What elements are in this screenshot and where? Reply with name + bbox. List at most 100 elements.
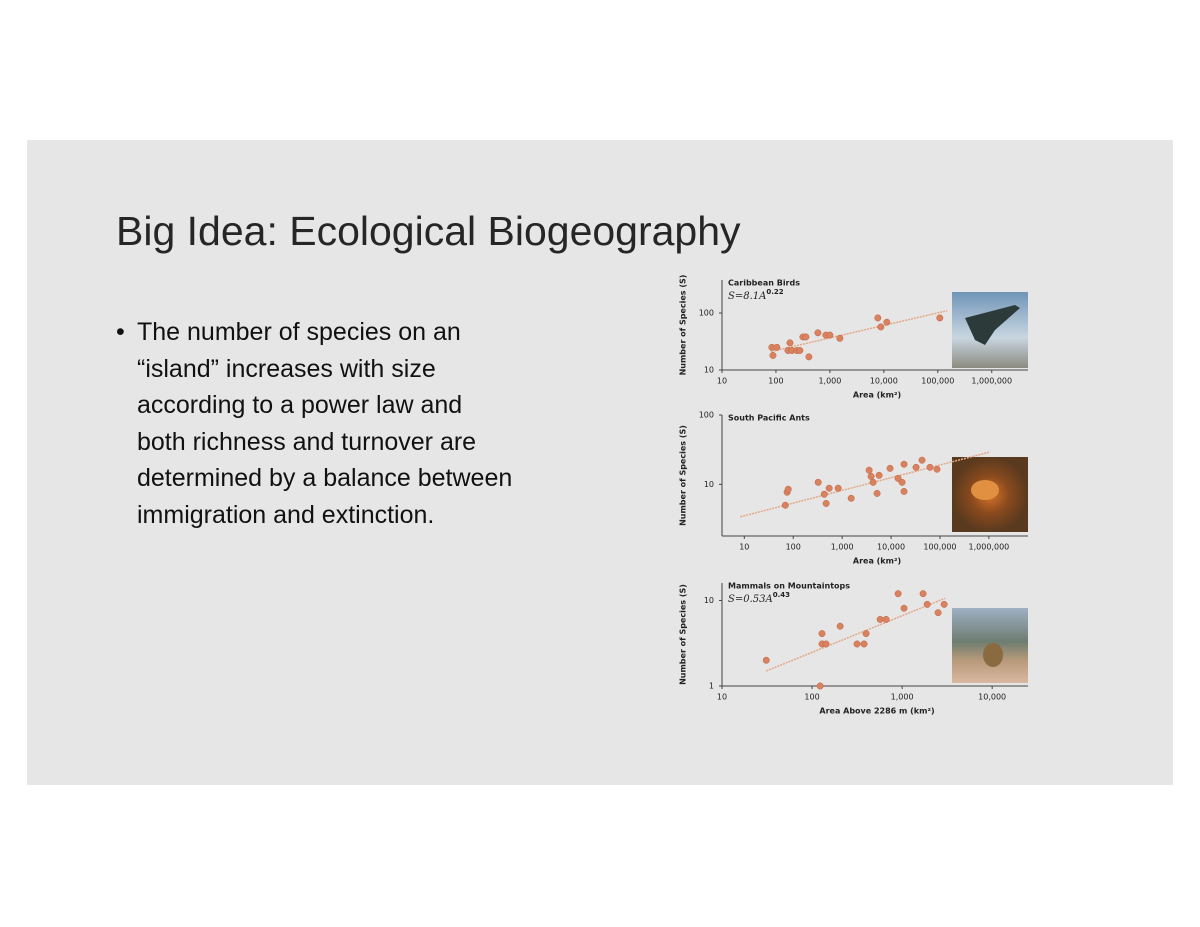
trend-line (740, 451, 990, 518)
x-tick-label: 100 (768, 377, 783, 386)
equation: S=0.53A0.43 (728, 591, 790, 605)
x-tick-label: 100,000 (921, 377, 954, 386)
x-tick-label: 1,000 (891, 693, 914, 702)
point (886, 464, 894, 472)
point (814, 478, 822, 486)
x-tick-label: 1,000,000 (969, 543, 1010, 552)
equation-base: S=8.1A (728, 291, 766, 302)
x-tick-label: 10,000 (877, 543, 905, 552)
point (853, 640, 861, 648)
pika-shape (983, 643, 1003, 667)
point (784, 485, 792, 493)
point (900, 488, 908, 495)
x-tick-label: 10 (717, 693, 727, 702)
point (875, 471, 883, 479)
point (883, 318, 891, 326)
point (865, 466, 873, 474)
y-tick-label: 10 (704, 366, 714, 375)
y-tick-label: 100 (699, 309, 714, 318)
bullet-line: determined by a balance between (137, 464, 513, 493)
point (769, 352, 777, 359)
point (900, 460, 908, 468)
y-tick-label: 10 (704, 596, 714, 605)
bullet-text: The number of species on an “island” incr… (137, 314, 512, 534)
point (818, 630, 826, 638)
point (919, 590, 927, 598)
y-tick-label: 10 (704, 480, 714, 489)
x-tick-label: 1,000 (831, 543, 854, 552)
point (860, 640, 868, 648)
chart-title: Mammals on Mountaintops (728, 582, 850, 591)
point (869, 478, 877, 486)
point (874, 314, 882, 322)
y-axis-label: Number of Species (S) (679, 275, 688, 376)
bullet-line: “island” increases with size (137, 354, 436, 383)
point (796, 347, 804, 354)
point (847, 494, 855, 502)
x-tick-label: 1,000,000 (971, 377, 1012, 386)
point (816, 682, 824, 690)
point (923, 600, 931, 608)
bird-shape (965, 305, 1020, 345)
point (836, 622, 844, 630)
point (933, 465, 941, 473)
point (822, 640, 830, 648)
point (918, 456, 926, 464)
trend-line (765, 597, 946, 672)
trend-line (770, 309, 948, 353)
point (867, 472, 875, 480)
x-tick-label: 10,000 (978, 693, 1006, 702)
x-tick-label: 10,000 (870, 377, 898, 386)
point (814, 329, 822, 337)
y-tick-label: 100 (699, 411, 714, 420)
point (834, 484, 842, 492)
equation-exponent: 0.22 (766, 288, 783, 296)
slide-title: Big Idea: Ecological Biogeography (116, 208, 741, 254)
point (898, 478, 906, 486)
y-axis-label: Number of Species (S) (679, 425, 688, 526)
x-tick-label: 100 (786, 543, 801, 552)
point (822, 500, 830, 507)
bullet-line: The number of species on an (137, 318, 461, 346)
chart-title: Caribbean Birds (728, 279, 800, 288)
point (900, 604, 908, 612)
bullet-dot: • (116, 318, 125, 346)
x-tick-label: 100 (804, 693, 819, 702)
point (882, 615, 890, 623)
x-tick-label: 10 (717, 377, 727, 386)
x-axis-label: Area (km²) (853, 557, 901, 566)
x-tick-label: 1,000 (818, 377, 841, 386)
point (826, 331, 834, 339)
x-tick-label: 100,000 (923, 543, 956, 552)
point (912, 463, 920, 471)
ant-shape (971, 480, 999, 500)
point (802, 333, 810, 341)
point (894, 590, 902, 598)
point (781, 501, 789, 509)
point (762, 656, 770, 664)
point (836, 334, 844, 342)
point (926, 463, 934, 471)
equation-exponent: 0.43 (773, 591, 790, 599)
point (820, 490, 828, 498)
chart-title: South Pacific Ants (728, 414, 810, 423)
x-axis-label: Area Above 2286 m (km²) (819, 707, 934, 716)
point (876, 615, 884, 623)
x-tick-label: 10 (739, 543, 749, 552)
point (862, 630, 870, 638)
point (825, 484, 833, 492)
point (873, 489, 881, 497)
point (877, 323, 885, 331)
point (936, 314, 944, 322)
bullet: • The number of species on an “island” in… (116, 314, 512, 534)
equation-base: S=0.53A (728, 594, 773, 605)
x-axis-label: Area (km²) (853, 391, 901, 400)
y-tick-label: 1 (709, 682, 714, 691)
point (805, 353, 813, 361)
bullet-line: according to a power law and (137, 391, 463, 420)
point (773, 343, 781, 351)
point (786, 339, 794, 347)
equation: S=8.1A0.22 (728, 288, 784, 302)
bullet-line: both richness and turnover are (137, 427, 477, 456)
